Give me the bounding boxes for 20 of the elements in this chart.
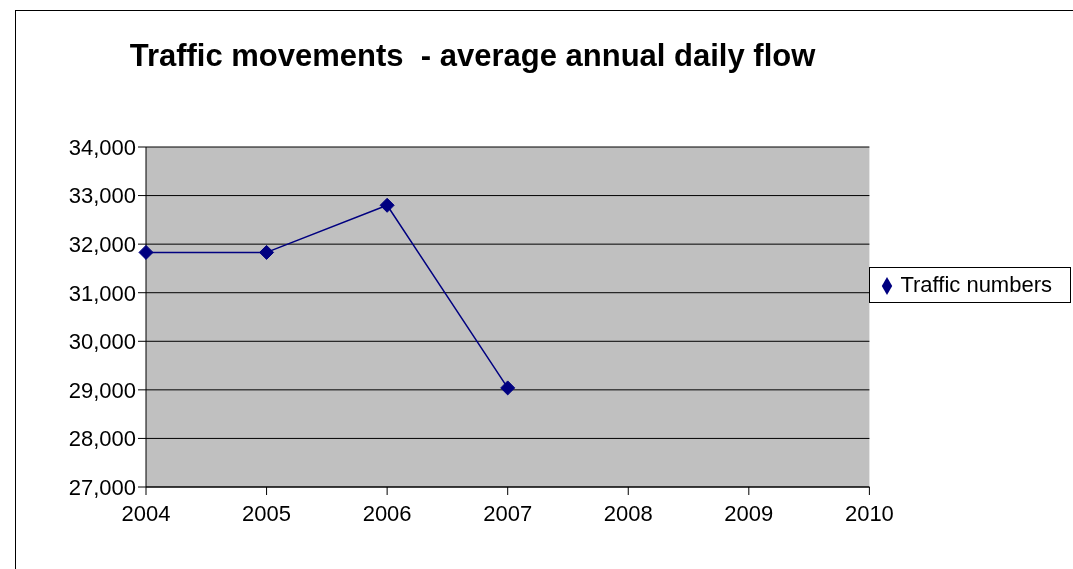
y-tick-label: 33,000 xyxy=(68,183,136,209)
y-tick-label: 30,000 xyxy=(68,329,136,355)
x-tick-label: 2010 xyxy=(844,500,894,526)
point xyxy=(500,380,516,396)
x-tick-label: 2006 xyxy=(362,500,412,526)
y-tick-label: 29,000 xyxy=(68,377,136,403)
chart-title: Traffic movements - average annual daily flow xyxy=(128,38,817,74)
legend-label: Traffic numbers xyxy=(900,271,1052,297)
x-tick-label: 2009 xyxy=(724,500,774,526)
point xyxy=(379,197,395,213)
y-tick-label: 28,000 xyxy=(68,426,136,452)
y-tick-label: 32,000 xyxy=(68,231,136,257)
y-tick-label: 27,000 xyxy=(68,474,136,500)
y-tick-label: 31,000 xyxy=(68,280,136,306)
x-tick-label: 2008 xyxy=(603,500,653,526)
x-tick-label: 2005 xyxy=(242,500,292,526)
y-tick-label: 34,000 xyxy=(68,134,136,160)
point xyxy=(259,244,275,260)
x-tick-label: 2004 xyxy=(121,500,171,526)
x-tick-label: 2007 xyxy=(483,500,533,526)
